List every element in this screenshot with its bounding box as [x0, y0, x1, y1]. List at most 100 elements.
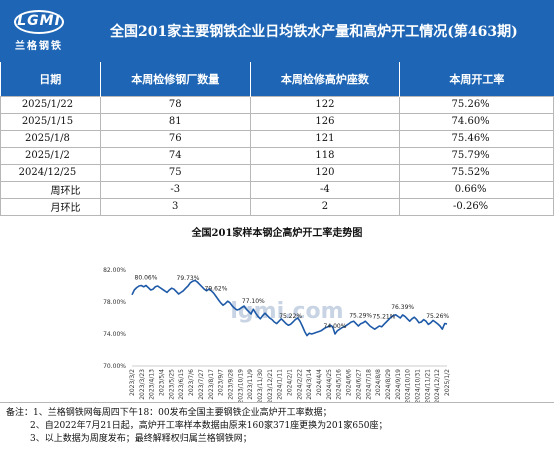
x-tick-label: 2025/1/2 — [444, 369, 451, 396]
y-tick-label: 78.00% — [103, 299, 126, 306]
data-label: 79.73% — [177, 275, 200, 282]
x-tick-label: 2023/10/19 — [237, 369, 244, 402]
cell-furnaces: 121 — [249, 129, 401, 148]
cell-rate: 75.52% — [399, 163, 554, 182]
cell-rate: 75.26% — [399, 95, 554, 114]
col-header-date: 日期 — [0, 62, 101, 96]
x-tick-label: 2023/6/15 — [178, 369, 185, 400]
logo-sub: 兰格钢铁 — [15, 41, 63, 52]
cell-mills: 81 — [99, 112, 251, 131]
mom-furnaces: 2 — [249, 197, 401, 216]
page-title: 全国201家主要钢铁企业日均铁水产量和高炉开工情况(第463期) — [110, 24, 518, 40]
cell-furnaces: 118 — [249, 146, 401, 165]
table-row: 2025/1/15 81 126 74.60% — [0, 112, 554, 131]
x-tick-label: 2024/6/6 — [346, 369, 353, 396]
x-tick-label: 2024/5/16 — [336, 369, 343, 400]
x-tick-label: 2024/10/10 — [405, 369, 412, 402]
x-tick-label: 2023/11/9 — [247, 369, 254, 400]
x-tick-label: 2024/8/8 — [375, 369, 382, 396]
x-tick-label: 2024/2/1 — [287, 369, 294, 396]
logo-mark: LGMI — [17, 13, 61, 29]
table-row: 2025/1/2 74 118 75.79% — [0, 146, 554, 165]
cell-date: 2025/1/2 — [0, 146, 101, 165]
lgmi-logo[interactable]: LGMI 兰格钢铁 — [8, 8, 72, 52]
footnotes: 备注：1、兰格钢铁网每周四下午18：00发布全国主要钢铁企业高炉开工率数据； 2… — [0, 402, 554, 472]
cell-date: 2025/1/8 — [0, 129, 101, 148]
x-tick-label: 2024/9/19 — [395, 369, 402, 400]
x-tick-label: 2024/1/11 — [277, 369, 284, 400]
wow-mills: -3 — [99, 180, 251, 199]
cell-mills: 76 — [99, 129, 251, 148]
cell-rate: 74.60% — [399, 112, 554, 131]
cell-furnaces: 126 — [249, 112, 401, 131]
mom-mills: 3 — [99, 197, 251, 216]
x-tick-label: 2024/6/27 — [355, 369, 362, 400]
cell-furnaces: 122 — [249, 95, 401, 114]
table-row: 2024/12/25 75 120 75.52% — [0, 163, 554, 182]
cell-furnaces: 120 — [249, 163, 401, 182]
x-tick-label: 2024/3/14 — [306, 369, 313, 400]
cell-mills: 78 — [99, 95, 251, 114]
x-tick-label: 2024/8/29 — [385, 369, 392, 400]
chart-area: 全国201家样本钢企高炉开工率走势图 lgmi.com 82.00% 78.00% 7… — [2, 218, 552, 410]
x-tick-label: 2023/12/21 — [267, 369, 274, 402]
table-row: 2025/1/8 76 121 75.46% — [0, 129, 554, 148]
cell-date: 2025/1/15 — [0, 112, 101, 131]
table-header-row: 日期 本周检修钢厂数量 本周检修高炉座数 本周开工率 — [0, 62, 554, 96]
mom-rate: -0.26% — [399, 197, 554, 216]
cell-mills: 75 — [99, 163, 251, 182]
y-tick-label: 70.00% — [103, 363, 126, 370]
data-label: 79.62% — [205, 285, 228, 292]
cell-rate: 75.46% — [399, 129, 554, 148]
table-row: 2025/1/22 78 122 75.26% — [0, 95, 554, 114]
data-label: 75.29% — [349, 313, 372, 320]
x-tick-label: 2024/4/4 — [316, 369, 323, 396]
x-tick-label: 2023/5/25 — [168, 369, 175, 400]
header-banner: LGMI 兰格钢铁 全国201家主要钢铁企业日均铁水产量和高炉开工情况(第463… — [0, 0, 554, 62]
col-header-rate: 本周开工率 — [399, 62, 554, 96]
cell-date: 2025/1/22 — [0, 95, 101, 114]
y-tick-label: 82.00% — [103, 267, 126, 274]
x-tick-label: 2024/2/22 — [296, 369, 303, 400]
x-tick-label: 2023/4/13 — [149, 369, 156, 400]
x-tick-label: 2024/4/25 — [326, 369, 333, 400]
note-line: 2、自2022年7月21日起，高炉开工率样本数据由原来160家371座更换为20… — [30, 421, 388, 431]
x-tick-label: 2023/8/17 — [208, 369, 215, 400]
wow-rate: 0.66% — [399, 180, 554, 199]
x-tick-label: 2024/11/21 — [424, 369, 431, 402]
x-tick-label: 2023/9/7 — [218, 369, 225, 396]
data-label: 75.21% — [373, 313, 396, 320]
logo-oval-icon — [14, 10, 64, 34]
x-tick-label: 2023/3/2 — [129, 369, 136, 396]
data-table: 日期 本周检修钢厂数量 本周检修高炉座数 本周开工率 2025/1/22 78 … — [0, 62, 554, 216]
note-line: 备注：1、兰格钢铁网每周四下午18：00发布全国主要钢铁企业高炉开工率数据； — [6, 408, 332, 418]
x-tick-label: 2024/12/12 — [434, 369, 441, 402]
x-tick-label: 2024/7/18 — [365, 369, 372, 400]
wow-furnaces: -4 — [249, 180, 401, 199]
cell-mills: 74 — [99, 146, 251, 165]
chart-title: 全国201家样本钢企高炉开工率走势图 — [191, 228, 363, 239]
series-line — [131, 279, 448, 337]
x-tick-label: 2023/9/28 — [227, 369, 234, 400]
y-tick-label: 74.00% — [103, 331, 126, 338]
wow-label: 周环比 — [0, 180, 101, 199]
data-label: 77.10% — [242, 298, 265, 305]
data-label: 74.00% — [324, 323, 347, 330]
x-tick-label: 2023/7/6 — [188, 369, 195, 396]
x-tick-label: 2023/3/23 — [139, 369, 146, 400]
mom-row: 月环比 3 2 -0.26% — [0, 197, 554, 216]
data-label: 80.06% — [135, 275, 158, 282]
data-label: 76.39% — [391, 304, 414, 311]
x-tick-label: 2023/5/4 — [159, 369, 166, 396]
x-tick-label: 2023/7/27 — [198, 369, 205, 400]
col-header-furnaces: 本周检修高炉座数 — [250, 62, 401, 96]
x-tick-label: 2024/10/31 — [414, 369, 421, 402]
note-line: 3、以上数据为周度发布；最终解释权归属兰格钢铁网； — [30, 434, 252, 444]
line-chart: lgmi.com82.00%78.00%74.00%70.00%2023/3/2… — [103, 267, 451, 402]
data-label: 75.26% — [426, 313, 449, 320]
wow-row: 周环比 -3 -4 0.66% — [0, 180, 554, 199]
cell-rate: 75.79% — [399, 146, 554, 165]
cell-date: 2024/12/25 — [0, 163, 101, 182]
col-header-mills: 本周检修钢厂数量 — [100, 62, 251, 96]
mom-label: 月环比 — [0, 197, 101, 216]
